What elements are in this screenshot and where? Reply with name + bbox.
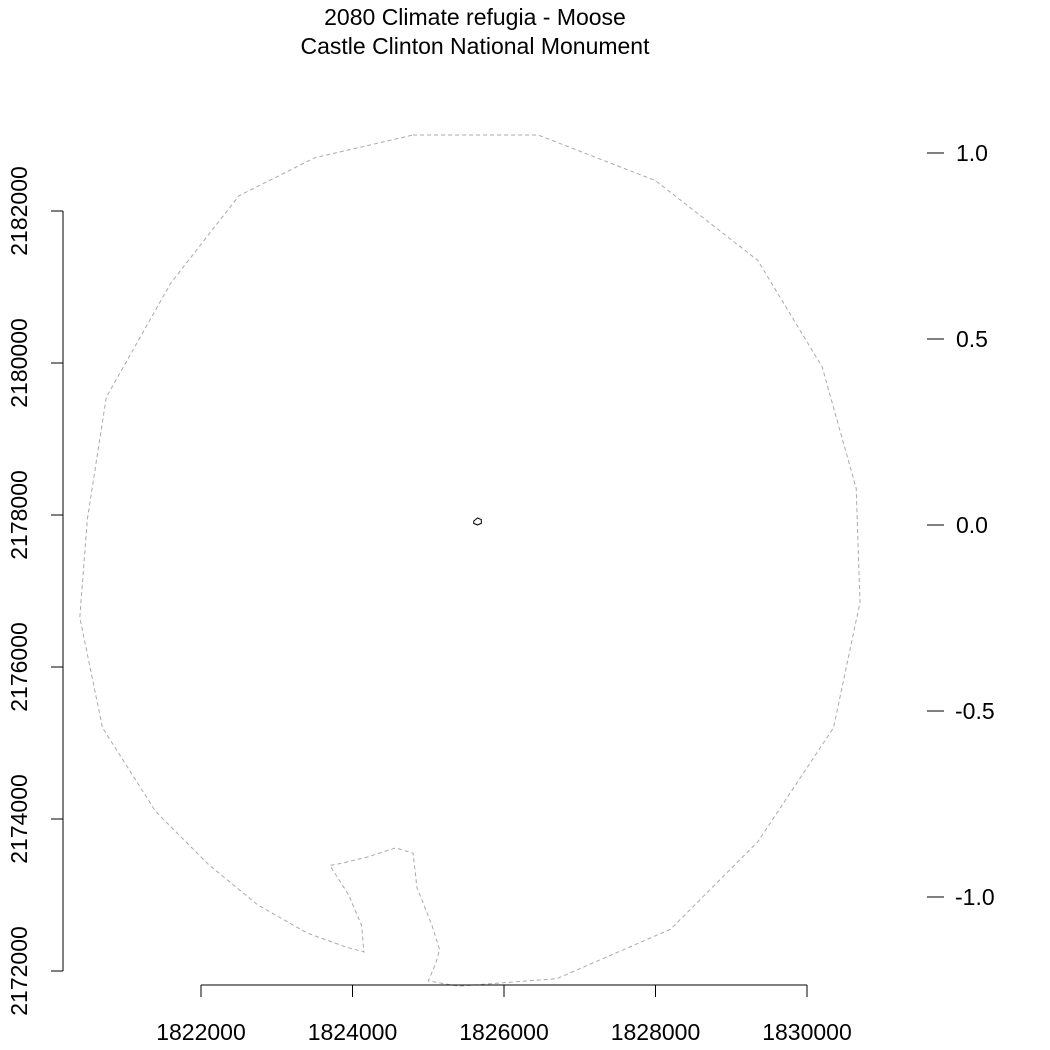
y-tick-label: 2172000 [6, 926, 32, 1016]
legend-tick-label: -0.5 [955, 698, 995, 724]
chart-title: 2080 Climate refugia - Moose [324, 4, 626, 30]
x-tick-label: 1830000 [762, 1019, 852, 1045]
x-axis: 1822000 1824000 1826000 1828000 1830000 [156, 984, 852, 1045]
y-tick-label: 2180000 [6, 318, 32, 408]
legend-tick-label: 1.0 [956, 140, 988, 166]
y-tick-label: 2174000 [6, 774, 32, 864]
y-tick-label: 2176000 [6, 622, 32, 712]
y-tick-label: 2182000 [6, 166, 32, 256]
y-axis: 2172000 2174000 2176000 2178000 2180000 21820… [6, 166, 64, 1016]
legend-tick-label: -1.0 [955, 884, 995, 910]
refugia-boundary [79, 134, 861, 987]
chart-subtitle: Castle Clinton National Monument [300, 33, 650, 59]
refugia-boundary-layer [79, 134, 861, 987]
park-site-layer [473, 517, 482, 526]
x-tick-label: 1822000 [156, 1019, 246, 1045]
park-site-outline [473, 517, 482, 526]
legend-tick-label: 0.5 [956, 326, 988, 352]
x-tick-label: 1828000 [611, 1019, 701, 1045]
y-tick-label: 2178000 [6, 470, 32, 560]
legend-tick-label: 0.0 [956, 512, 988, 538]
x-tick-label: 1824000 [308, 1019, 398, 1045]
x-tick-label: 1826000 [459, 1019, 549, 1045]
legend-scale: 1.0 0.5 0.0 -0.5 -1.0 [927, 140, 995, 910]
